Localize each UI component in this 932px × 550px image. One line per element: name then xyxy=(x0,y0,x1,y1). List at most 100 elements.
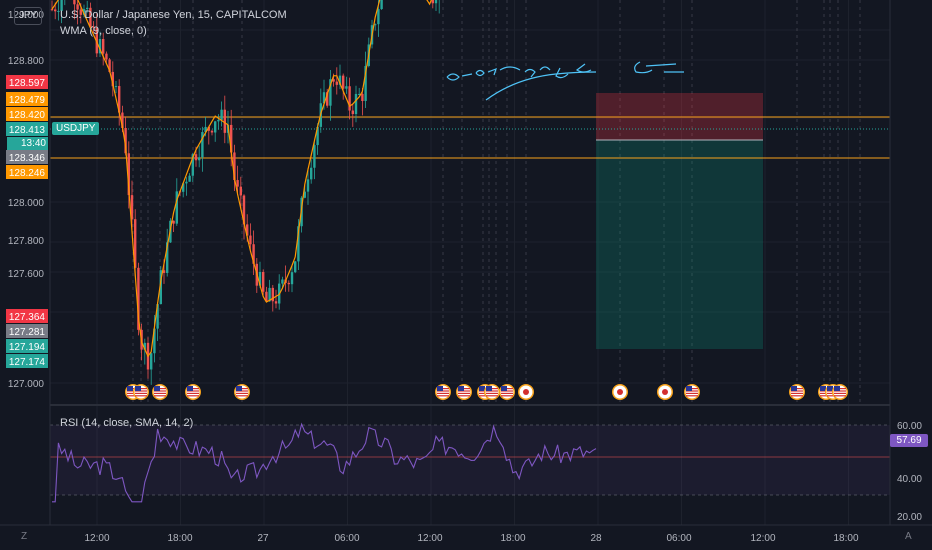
candle xyxy=(306,179,310,192)
japan-event-icon[interactable] xyxy=(657,384,673,400)
candle xyxy=(233,152,236,181)
candle xyxy=(223,109,226,133)
candle xyxy=(326,92,329,106)
time-axis-label: 27 xyxy=(257,533,269,544)
candle xyxy=(434,0,438,4)
us-event-icon[interactable] xyxy=(456,384,472,400)
candle xyxy=(194,154,198,161)
us-event-icon[interactable] xyxy=(832,384,848,400)
svg-text:128.346: 128.346 xyxy=(9,153,46,164)
candle xyxy=(345,86,348,89)
price-axis-label: 129.000 xyxy=(8,10,45,21)
take-profit-zone[interactable] xyxy=(596,140,763,349)
svg-text:128.597: 128.597 xyxy=(9,78,46,89)
candle xyxy=(214,121,217,133)
hand-drawn-arc[interactable] xyxy=(485,71,597,101)
rsi-axis-labels: 60.00 40.00 20.00 xyxy=(897,421,922,523)
svg-text:128.246: 128.246 xyxy=(9,168,46,179)
candle xyxy=(201,132,204,158)
candle xyxy=(134,219,137,268)
candle xyxy=(108,59,111,72)
us-event-icon[interactable] xyxy=(484,384,500,400)
candle xyxy=(166,242,169,273)
svg-text:127.194: 127.194 xyxy=(9,342,46,353)
symbol-title[interactable]: U.S. Dollar / Japanese Yen, 15, CAPITALC… xyxy=(60,9,287,21)
candle xyxy=(130,195,134,220)
price-axis-label: 127.600 xyxy=(8,269,45,280)
candle xyxy=(303,191,306,198)
candle xyxy=(361,93,364,101)
currency-button[interactable]: JPY xyxy=(14,7,42,25)
candle xyxy=(217,119,220,122)
candle xyxy=(354,93,358,115)
us-event-icon[interactable] xyxy=(435,384,451,400)
price-badges: 128.597 128.479 128.420 128.413 128.346 128.2… xyxy=(6,75,48,368)
time-axis-label: 18:00 xyxy=(500,533,525,544)
japan-event-icon[interactable] xyxy=(612,384,628,400)
wma-line[interactable] xyxy=(51,0,596,358)
price-badge: 128.420 xyxy=(6,107,48,121)
rsi-value-badge: 57.69 xyxy=(890,434,928,447)
candle xyxy=(335,81,338,85)
candle xyxy=(431,0,434,4)
rsi-axis-label: 40.00 xyxy=(897,474,922,485)
price-badge: 128.346 xyxy=(6,150,48,164)
candle xyxy=(76,4,79,10)
candle xyxy=(198,157,201,161)
candle xyxy=(172,220,175,224)
candle xyxy=(98,38,102,54)
price-badge: 127.364 xyxy=(6,309,48,323)
us-event-icon[interactable] xyxy=(152,384,168,400)
svg-text:127.174: 127.174 xyxy=(9,357,46,368)
candle xyxy=(156,304,159,329)
economic-events-row[interactable] xyxy=(125,384,848,400)
candle xyxy=(95,27,98,54)
rsi-axis-label: 60.00 xyxy=(897,421,922,432)
us-event-icon[interactable] xyxy=(185,384,201,400)
rsi-axis-label: 20.00 xyxy=(897,512,922,523)
candle xyxy=(236,180,239,187)
candle xyxy=(310,167,313,180)
candle xyxy=(338,75,342,85)
price-badge: 127.174 xyxy=(6,354,48,368)
candle xyxy=(191,154,194,176)
candle xyxy=(265,291,268,302)
price-badge: 128.597 xyxy=(6,75,48,89)
wma-indicator-label[interactable]: WMA (9, close, 0) xyxy=(60,25,147,37)
candle xyxy=(105,53,108,60)
candle xyxy=(364,66,367,101)
candle xyxy=(351,110,354,115)
us-event-icon[interactable] xyxy=(499,384,515,400)
time-axis-label: 18:00 xyxy=(833,533,858,544)
zoom-button[interactable]: Z xyxy=(21,531,28,542)
us-event-icon[interactable] xyxy=(789,384,805,400)
rsi-indicator-label[interactable]: RSI (14, close, SMA, 14, 2) xyxy=(60,417,194,429)
candle xyxy=(153,328,156,354)
svg-text:128.479: 128.479 xyxy=(9,95,46,106)
candle xyxy=(230,124,233,153)
candle xyxy=(79,9,82,15)
us-event-icon[interactable] xyxy=(234,384,250,400)
candle xyxy=(182,183,185,192)
candle xyxy=(316,126,319,146)
price-axis-right[interactable] xyxy=(890,0,932,550)
price-axis-label: 127.800 xyxy=(8,236,45,247)
price-badge: 128.413 xyxy=(6,122,48,136)
candle xyxy=(185,181,188,184)
svg-text:128.420: 128.420 xyxy=(9,110,46,121)
candle xyxy=(239,186,242,196)
time-axis-label: 12:00 xyxy=(750,533,775,544)
symbol-tag: USDJPY xyxy=(52,122,100,135)
us-event-icon[interactable] xyxy=(684,384,700,400)
candle xyxy=(271,287,274,302)
candle xyxy=(124,127,127,154)
rsi-line[interactable] xyxy=(52,422,597,503)
auto-scale-button[interactable]: A xyxy=(905,531,912,542)
candle xyxy=(242,195,246,225)
candle xyxy=(127,153,130,196)
candle xyxy=(60,0,63,11)
us-event-icon[interactable] xyxy=(133,384,149,400)
candle xyxy=(274,301,278,304)
japan-event-icon[interactable] xyxy=(518,384,534,400)
